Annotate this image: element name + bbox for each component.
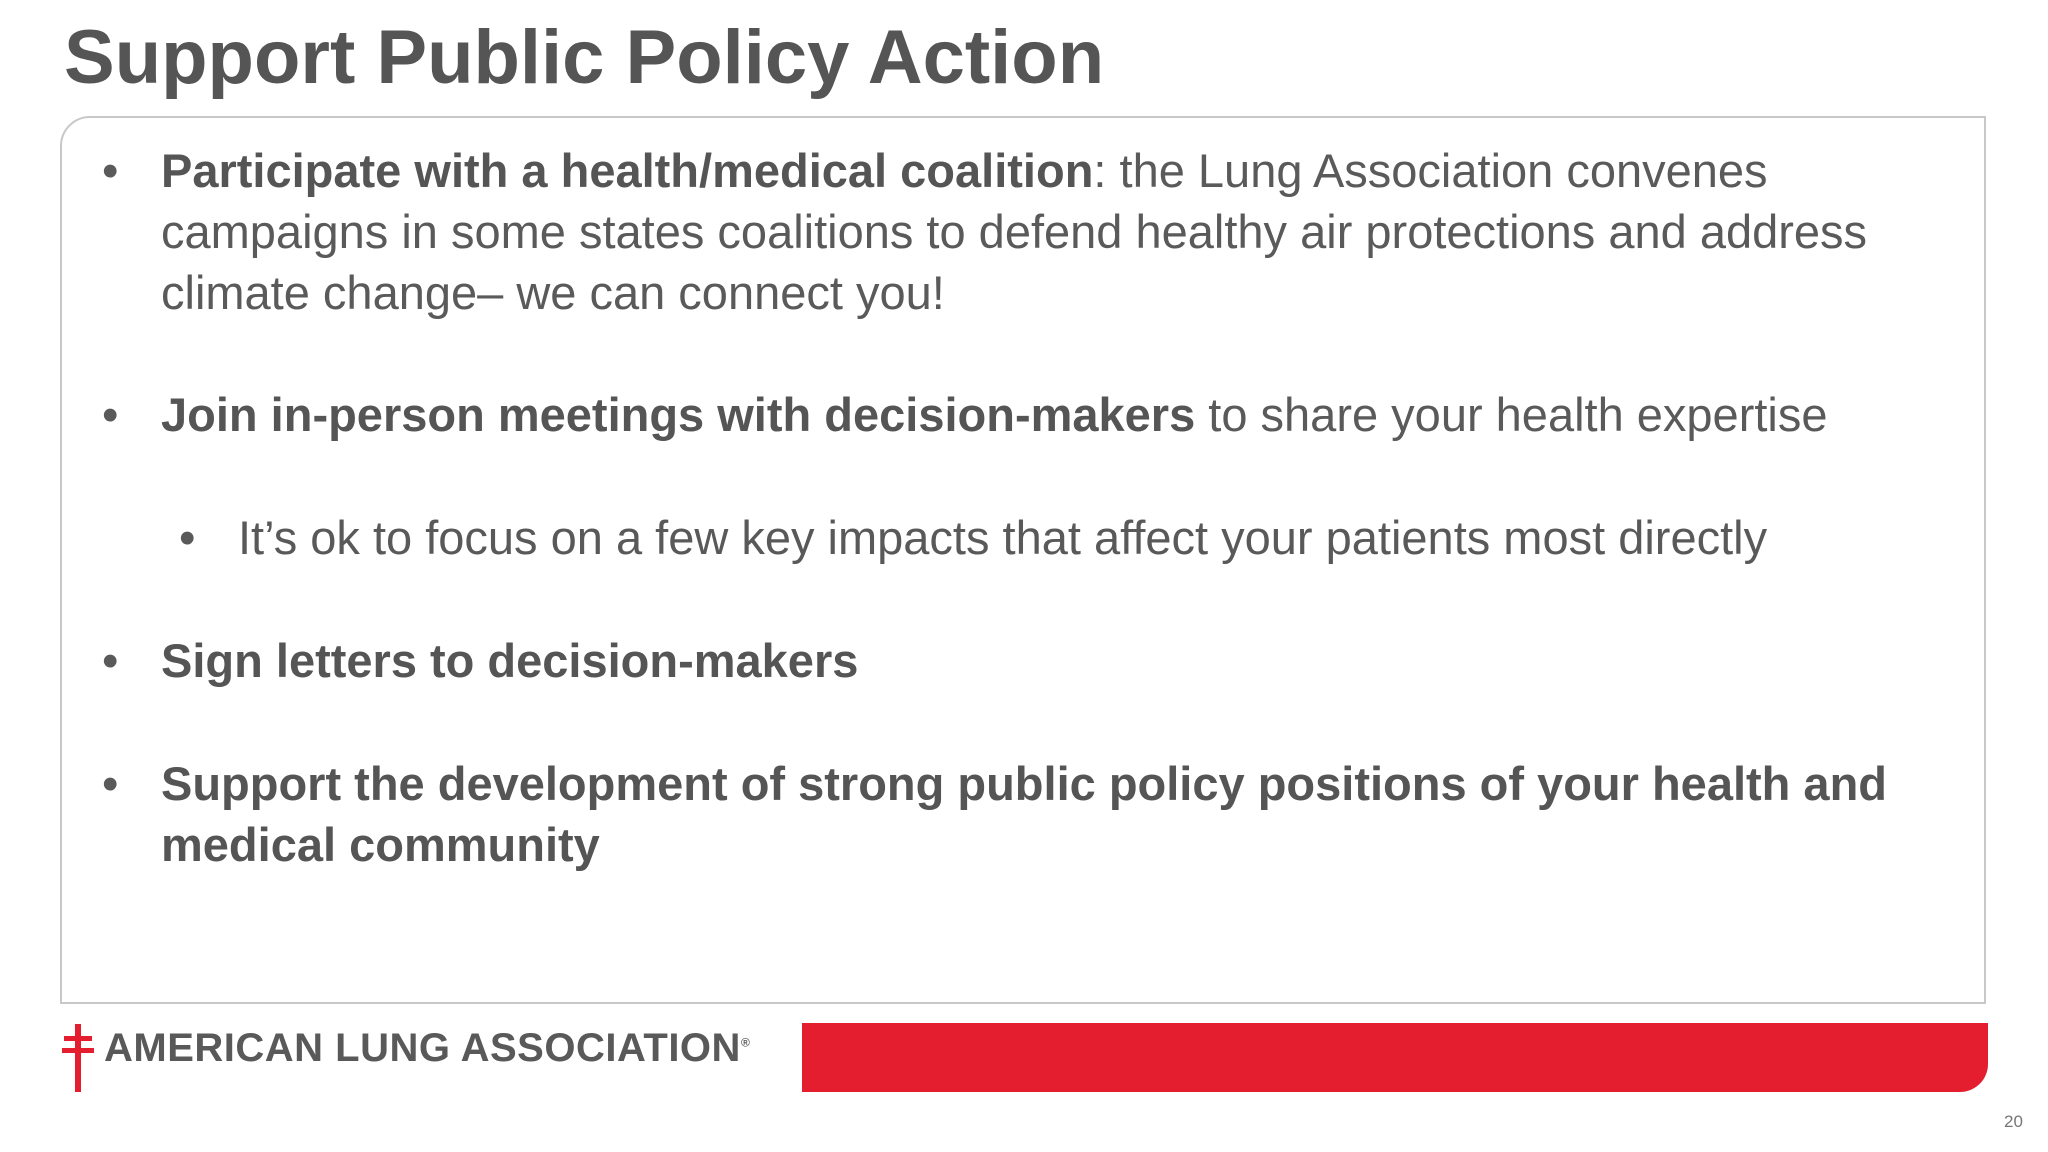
- bullet-item: • Participate with a health/medical coali…: [102, 140, 1961, 323]
- page-number: 20: [2004, 1112, 2023, 1131]
- content-box: [60, 116, 1986, 1004]
- bullet-item: • Sign letters to decision-makers: [102, 630, 1961, 691]
- bullet-dot: •: [179, 511, 196, 564]
- logo-text: AMERICAN LUNG ASSOCIATION®: [104, 1026, 750, 1071]
- registered-mark: ®: [740, 1035, 751, 1050]
- sub-bullet-text: It’s ok to focus on a few key impacts th…: [238, 511, 1768, 564]
- logo-name: AMERICAN LUNG ASSOCIATION: [104, 1026, 741, 1070]
- bullet-text: to share your health expertise: [1195, 388, 1828, 441]
- slide-title: Support Public Policy Action: [64, 15, 1105, 100]
- footer-bar: [802, 1023, 1988, 1092]
- bullet-dot: •: [102, 757, 119, 810]
- bullet-bold-text: Join in-person meetings with decision-ma…: [161, 388, 1196, 441]
- bullet-dot: •: [102, 634, 119, 687]
- bullet-text: : the Lung Association convenes campaign…: [161, 144, 1868, 319]
- bullet-item: • Support the development of strong publi…: [102, 753, 1961, 875]
- bullet-dot: •: [102, 388, 119, 441]
- bullet-bold-text: Participate with a health/medical coalit…: [161, 144, 1094, 197]
- bullet-item: • Join in-person meetings with decision-m…: [102, 384, 1961, 445]
- bullet-dot: •: [102, 144, 119, 197]
- bullet-bold-text: Sign letters to decision-makers: [161, 634, 859, 687]
- bullet-bold-text: Support the development of strong public…: [161, 757, 1887, 871]
- sub-bullet: • It’s ok to focus on a few key impacts t…: [179, 507, 1998, 568]
- logo-cross: [62, 1024, 94, 1092]
